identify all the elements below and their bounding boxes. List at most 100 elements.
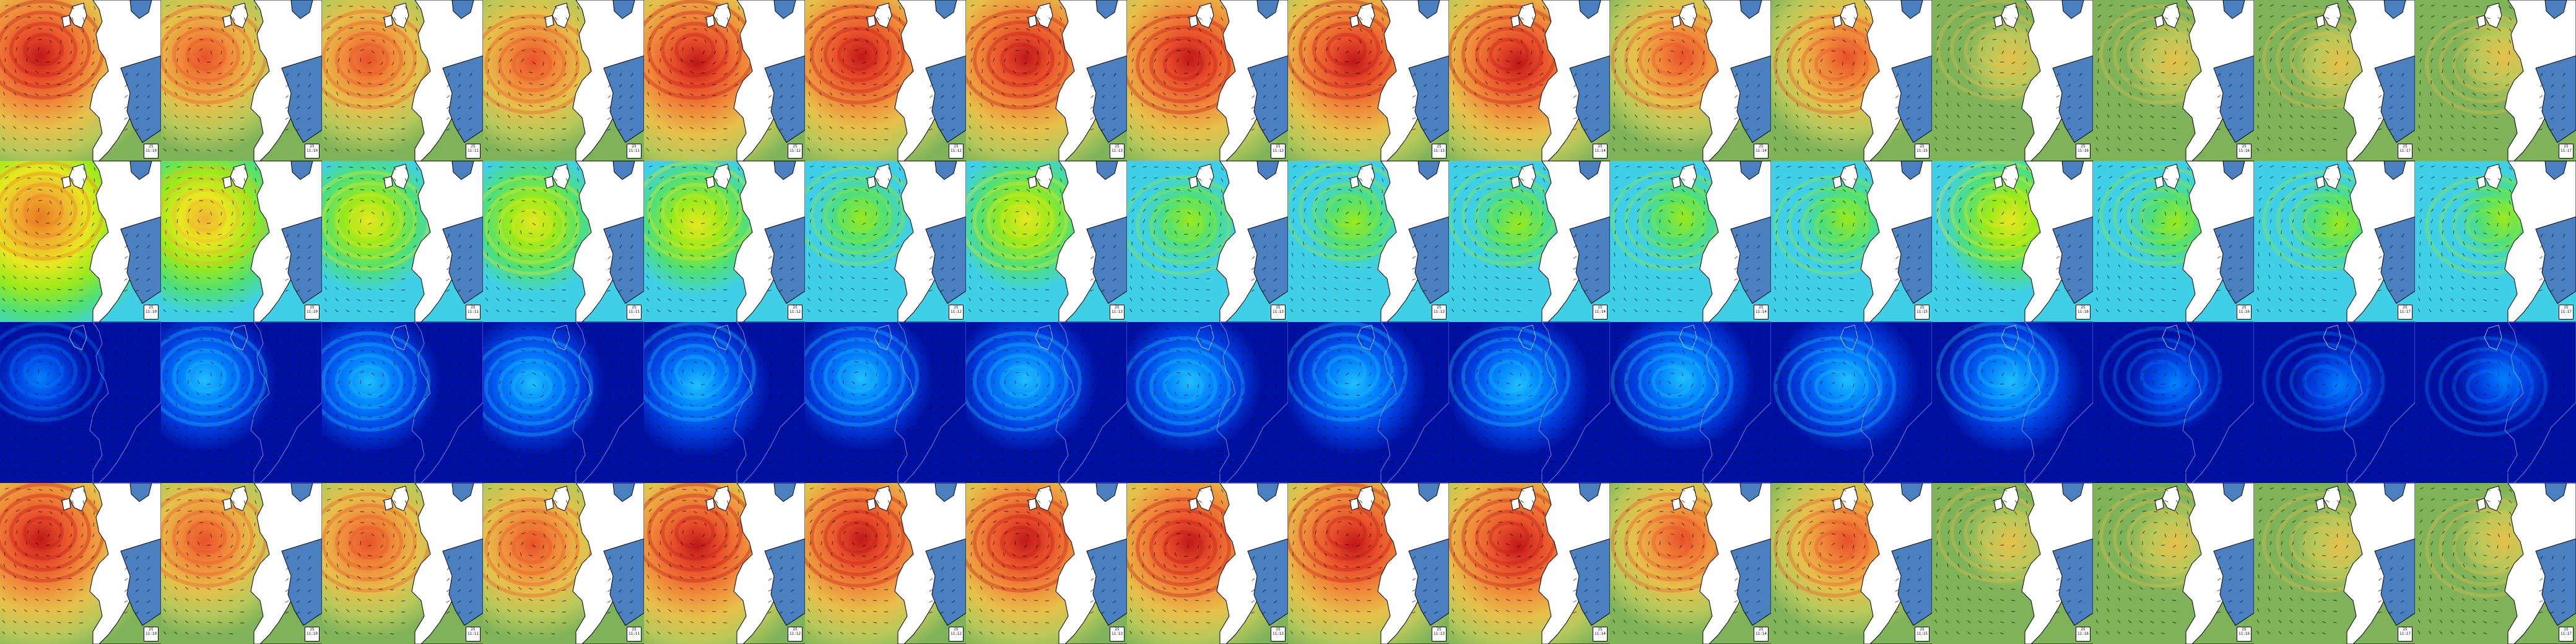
wind-field-map bbox=[1449, 483, 1610, 644]
wind-field-map bbox=[1932, 483, 2093, 644]
timestamp-label: 25 11:13 bbox=[1110, 144, 1125, 159]
wind-speed-field bbox=[644, 322, 805, 483]
wind-arrows bbox=[1451, 165, 1599, 313]
timestamp-text: 25 11:12 bbox=[950, 144, 962, 153]
wind-field-map bbox=[2093, 483, 2254, 644]
forecast-map-tile bbox=[1610, 322, 1771, 483]
wind-arrows bbox=[1612, 326, 1761, 475]
forecast-map-tile: 25 11:16 bbox=[1932, 161, 2093, 322]
timestamp-text: 25 11:10 bbox=[145, 144, 157, 153]
wind-arrows bbox=[1773, 4, 1921, 152]
wind-arrows bbox=[1290, 487, 1438, 635]
wind-arrows bbox=[2, 4, 150, 152]
wind-field-map bbox=[483, 483, 644, 644]
wind-arrows bbox=[2417, 165, 2565, 313]
forecast-map-tile bbox=[2093, 322, 2254, 483]
wind-arrows bbox=[646, 165, 794, 313]
forecast-map-tile: 25 11:12 bbox=[644, 161, 805, 322]
timestamp-label: 25 11:14 bbox=[1593, 627, 1608, 642]
forecast-map-tile bbox=[1288, 322, 1449, 483]
timestamp-text: 25 11:16 bbox=[2077, 627, 2089, 636]
timestamp-text: 25 11:15 bbox=[1916, 627, 1928, 636]
forecast-map-tile bbox=[322, 322, 483, 483]
timestamp-text: 25 11:14 bbox=[1755, 144, 1767, 153]
wind-arrows bbox=[1934, 4, 2082, 152]
wind-arrows bbox=[324, 165, 472, 313]
forecast-map-tile: 25 11:16 bbox=[2093, 483, 2254, 644]
wind-field-map bbox=[2415, 161, 2576, 322]
timestamp-text: 25 11:10 bbox=[145, 305, 157, 314]
timestamp-text: 25 11:13 bbox=[1272, 627, 1284, 636]
timestamp-label: 25 11:14 bbox=[1593, 144, 1608, 159]
wind-field-map bbox=[0, 322, 161, 483]
timestamp-label: 25 11:12 bbox=[949, 627, 964, 642]
wind-field-map bbox=[1127, 161, 1288, 322]
timestamp-text: 25 11:13 bbox=[1111, 144, 1123, 153]
wind-field-map bbox=[805, 0, 966, 161]
forecast-map-tile: 25 11:13 bbox=[1127, 161, 1288, 322]
timestamp-label: 25 11:17 bbox=[2398, 305, 2413, 320]
wind-field-map bbox=[161, 483, 322, 644]
wind-arrows bbox=[2256, 4, 2404, 152]
timestamp-text: 25 11:17 bbox=[2560, 627, 2572, 636]
timestamp-text: 25 11:13 bbox=[1272, 305, 1284, 314]
wind-arrows bbox=[1773, 165, 1921, 313]
forecast-map-tile: 25 11:15 bbox=[1771, 483, 1932, 644]
timestamp-text: 25 11:14 bbox=[1594, 144, 1606, 153]
wind-field-map bbox=[966, 161, 1127, 322]
forecast-map-tile bbox=[1932, 322, 2093, 483]
wind-arrows bbox=[1129, 487, 1277, 635]
wind-arrows bbox=[807, 487, 955, 635]
wind-field-map bbox=[1127, 0, 1288, 161]
timestamp-label: 25 11:13 bbox=[1271, 305, 1286, 320]
wind-field-map bbox=[2415, 483, 2576, 644]
wind-speed-field bbox=[1449, 322, 1610, 483]
timestamp-text: 25 11:14 bbox=[1755, 305, 1767, 314]
timestamp-label: 25 11:16 bbox=[2076, 627, 2091, 642]
wind-field-map bbox=[1771, 0, 1932, 161]
wind-field-map bbox=[1288, 0, 1449, 161]
timestamp-label: 25 11:10 bbox=[305, 144, 320, 159]
wind-arrows bbox=[163, 487, 311, 635]
wind-field-map bbox=[1610, 161, 1771, 322]
timestamp-label: 25 11:13 bbox=[1432, 144, 1447, 159]
wind-arrows bbox=[1290, 4, 1438, 152]
wind-arrows bbox=[163, 165, 311, 313]
wind-field-map bbox=[1288, 161, 1449, 322]
wind-field-map bbox=[1127, 322, 1288, 483]
wind-field-map bbox=[1771, 322, 1932, 483]
timestamp-text: 25 11:13 bbox=[1111, 627, 1123, 636]
wind-speed-field bbox=[0, 322, 161, 483]
forecast-map-tile: 25 11:14 bbox=[1449, 0, 1610, 161]
wind-arrows bbox=[1612, 165, 1760, 313]
wind-arrows bbox=[1612, 487, 1760, 635]
timestamp-label: 25 11:13 bbox=[1432, 305, 1447, 320]
wind-arrows bbox=[324, 4, 472, 152]
wind-arrows bbox=[807, 165, 955, 313]
wind-arrows bbox=[1612, 4, 1760, 152]
timestamp-label: 25 11:17 bbox=[2398, 627, 2413, 642]
timestamp-text: 25 11:14 bbox=[1594, 305, 1606, 314]
wind-field-map bbox=[161, 161, 322, 322]
timestamp-text: 25 11:15 bbox=[1916, 305, 1928, 314]
timestamp-label: 25 11:13 bbox=[1271, 144, 1286, 159]
timestamp-text: 25 11:14 bbox=[1594, 627, 1606, 636]
forecast-map-tile: 25 11:12 bbox=[644, 483, 805, 644]
timestamp-text: 25 11:12 bbox=[789, 627, 801, 636]
timestamp-label: 25 11:15 bbox=[1915, 627, 1930, 642]
forecast-map-tile: 25 11:12 bbox=[644, 0, 805, 161]
wind-field-map bbox=[1932, 0, 2093, 161]
wind-field-map bbox=[1449, 161, 1610, 322]
wind-field-map bbox=[2415, 0, 2576, 161]
timestamp-text: 25 11:16 bbox=[2238, 305, 2250, 314]
wind-arrows bbox=[1129, 165, 1277, 313]
wind-field-map bbox=[2415, 322, 2576, 483]
wind-field-map bbox=[0, 0, 161, 161]
wind-field-map bbox=[2093, 322, 2254, 483]
timestamp-label: 25 11:17 bbox=[2559, 305, 2574, 320]
forecast-map-tile bbox=[161, 322, 322, 483]
timestamp-label: 25 11:16 bbox=[2237, 627, 2252, 642]
forecast-map-tile: 25 11:13 bbox=[966, 0, 1127, 161]
timestamp-text: 25 11:12 bbox=[950, 305, 962, 314]
forecast-map-tile: 25 11:13 bbox=[1288, 161, 1449, 322]
